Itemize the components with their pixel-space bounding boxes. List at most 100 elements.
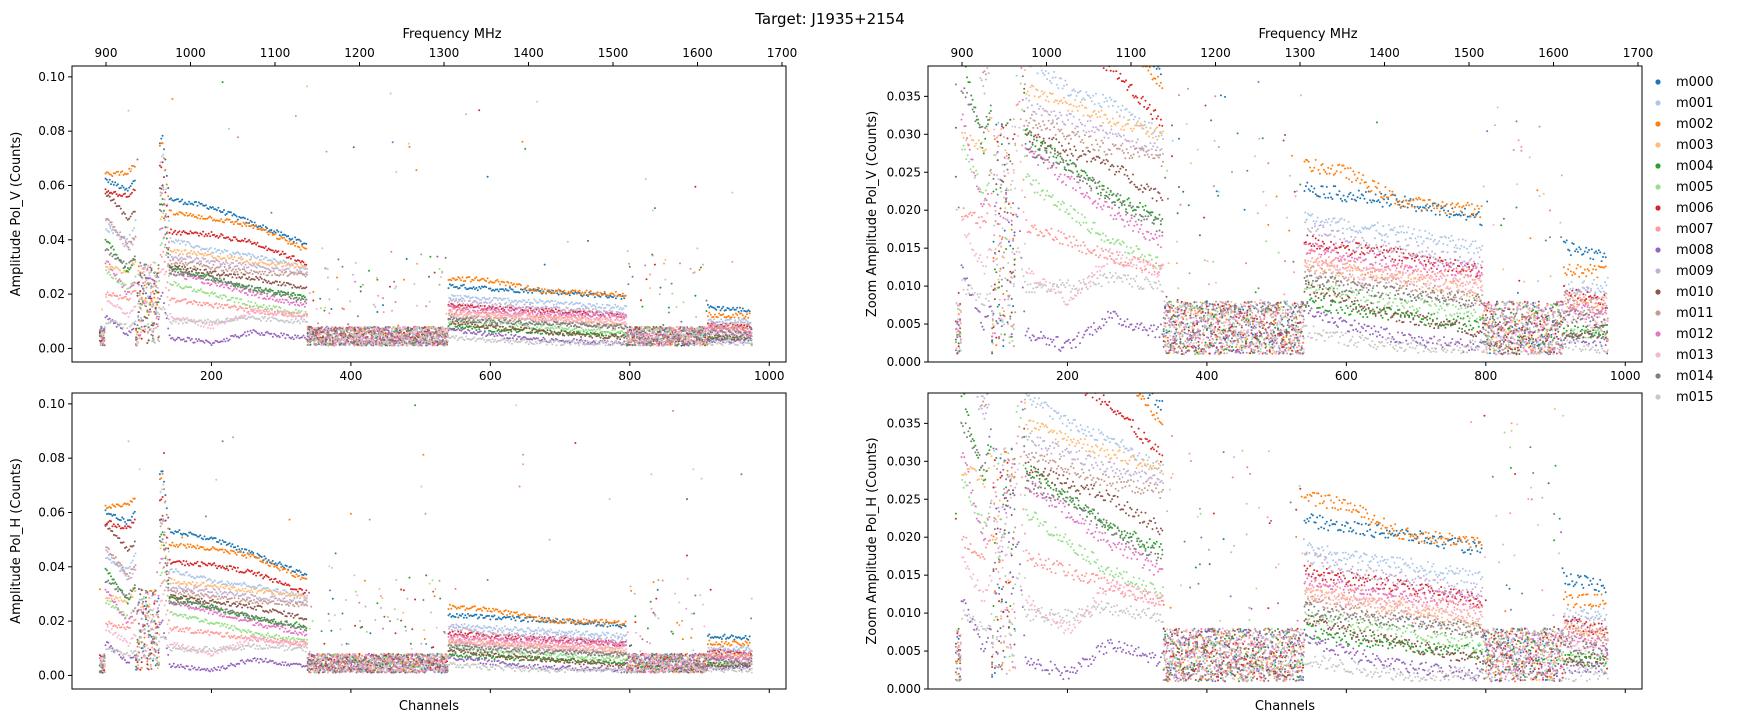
data-point: [583, 309, 586, 312]
data-point: [497, 298, 499, 301]
data-point: [600, 330, 603, 333]
data-point: [295, 242, 298, 245]
data-point: [172, 231, 175, 234]
data-point: [653, 207, 656, 210]
data-point: [568, 326, 571, 329]
data-point: [110, 229, 113, 232]
data-point: [126, 189, 129, 192]
data-point: [591, 308, 594, 311]
data-point: [447, 325, 450, 327]
data-point: [475, 286, 478, 289]
data-point: [169, 299, 172, 302]
series-m009: [99, 113, 753, 347]
data-point: [499, 297, 502, 300]
data-point: [140, 337, 143, 340]
data-point: [223, 338, 225, 341]
data-point: [682, 301, 685, 304]
data-point: [188, 214, 191, 217]
data-point: [216, 274, 218, 277]
data-point: [216, 259, 219, 262]
data-point: [135, 333, 138, 336]
data-point: [594, 305, 597, 308]
data-point: [464, 286, 467, 289]
data-point: [503, 289, 506, 292]
data-point: [242, 239, 245, 242]
data-point: [108, 178, 111, 181]
data-point: [513, 282, 516, 285]
data-point: [126, 270, 129, 273]
data-point: [117, 297, 120, 300]
data-point: [283, 262, 286, 264]
data-point: [462, 297, 465, 300]
data-point: [216, 209, 218, 212]
data-point: [207, 259, 209, 262]
data-point: [171, 98, 174, 100]
data-point: [107, 171, 110, 174]
data-point: [466, 303, 469, 306]
data-point: [204, 268, 207, 271]
data-point: [714, 322, 717, 325]
data-point: [294, 266, 297, 268]
data-point: [119, 269, 122, 272]
data-point: [133, 323, 136, 326]
data-point: [461, 326, 464, 329]
data-point: [117, 268, 120, 271]
data-point: [301, 266, 304, 269]
data-point: [153, 282, 156, 285]
data-point: [168, 231, 171, 234]
data-point: [247, 266, 250, 269]
data-point: [743, 321, 746, 324]
data-point: [145, 309, 148, 312]
data-point: [547, 326, 550, 329]
data-point: [194, 258, 197, 261]
data-point: [461, 323, 464, 326]
data-point: [155, 274, 158, 277]
data-point: [177, 249, 180, 252]
data-point: [492, 333, 495, 336]
data-point: [500, 329, 503, 332]
data-point: [117, 195, 119, 198]
data-point: [144, 328, 147, 331]
data-point: [511, 326, 514, 329]
data-point: [596, 328, 598, 331]
data-point: [438, 268, 441, 270]
data-point: [739, 306, 741, 309]
data-point: [270, 231, 273, 234]
data-point: [748, 325, 751, 328]
data-point: [190, 337, 193, 340]
data-point: [446, 327, 449, 330]
data-point: [460, 279, 463, 282]
data-point: [331, 339, 334, 342]
data-point: [167, 241, 170, 244]
data-point: [226, 249, 229, 252]
data-point: [165, 317, 168, 320]
data-point: [191, 303, 194, 305]
data-point: [483, 311, 486, 314]
data-point: [447, 287, 450, 290]
data-point: [125, 217, 128, 219]
data-point: [722, 322, 725, 325]
data-point: [531, 291, 534, 294]
data-point: [557, 293, 560, 296]
data-point: [599, 295, 602, 298]
data-point: [255, 275, 258, 278]
data-point: [107, 181, 110, 184]
data-point: [188, 252, 191, 255]
data-point: [329, 339, 331, 342]
data-point: [380, 330, 383, 333]
data-point: [746, 322, 749, 325]
data-point: [279, 269, 282, 272]
data-point: [569, 310, 572, 313]
data-point: [278, 293, 281, 296]
data-point: [266, 307, 269, 310]
data-point: [249, 240, 252, 243]
data-point: [553, 291, 556, 294]
data-point: [587, 341, 589, 344]
data-point: [208, 294, 211, 297]
data-point: [581, 291, 584, 294]
data-point: [718, 306, 721, 308]
data-point: [202, 272, 205, 275]
data-point: [130, 292, 133, 295]
data-point: [472, 279, 475, 282]
data-point: [107, 190, 110, 192]
